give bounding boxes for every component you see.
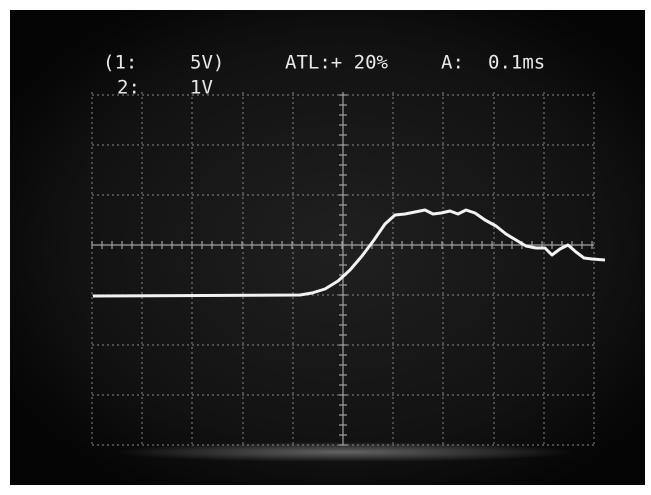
screen-background (10, 10, 645, 485)
oscilloscope-photo: (1: 5V) 2: 1V ATL:+ 20% A: 0.1ms (0, 0, 651, 495)
timebase-value: 0.1ms (488, 52, 545, 74)
channel2-label: 2: (117, 77, 140, 99)
timebase-label: A: (441, 52, 464, 74)
channel1-label: (1: (103, 52, 137, 74)
channel2-scale: 1V (190, 77, 213, 99)
page: (1: 5V) 2: 1V ATL:+ 20% A: 0.1ms (() => … (0, 0, 651, 495)
trigger-level: ATL:+ 20% (285, 52, 389, 74)
channel1-scale: 5V) (190, 52, 224, 74)
